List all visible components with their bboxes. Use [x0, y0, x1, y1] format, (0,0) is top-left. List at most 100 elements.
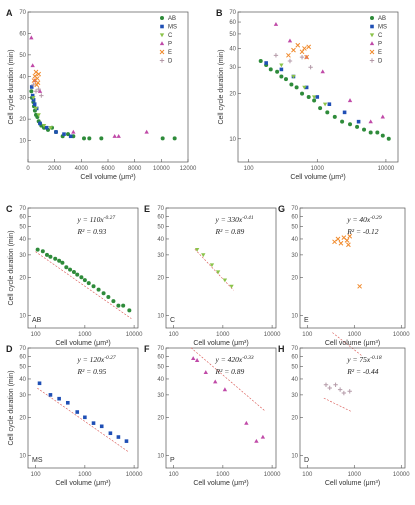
fit-equation: y = 110x-0.27 — [77, 215, 116, 224]
x-axis-label: Cell volume (μm³) — [80, 174, 135, 181]
y-tick-label: 20 — [157, 275, 164, 281]
data-point-ms — [342, 110, 347, 115]
legend-marker-p — [369, 41, 375, 46]
data-point-ab — [101, 291, 106, 296]
data-point-c — [215, 270, 221, 275]
data-point-ab — [368, 130, 373, 135]
fit-r-squared: R² = -0.44 — [346, 367, 379, 376]
panel-letter: E — [144, 204, 150, 214]
data-point-ab — [172, 136, 177, 141]
data-point-e — [286, 52, 291, 58]
y-tick-label: 70 — [291, 346, 298, 352]
data-point-p — [273, 21, 279, 26]
data-point-ab — [53, 256, 58, 261]
data-point-c — [279, 63, 284, 68]
data-point-ab — [300, 91, 305, 96]
panel-h: 10 20 30 40 50 60 70 100 1000 10000 Cell volume (μ… — [278, 344, 410, 487]
fit-line — [37, 387, 129, 453]
y-tick-label: 60 — [291, 355, 298, 361]
fit-line — [35, 251, 132, 319]
x-axis-label: Cell volume (μm³) — [290, 174, 345, 181]
y-axis-label: Cell cycle duration (min) — [218, 49, 225, 124]
legend-marker-ab — [160, 16, 164, 20]
data-point-p — [29, 35, 34, 40]
data-point-p — [213, 379, 218, 384]
plot-frame — [27, 347, 139, 469]
y-tick-label: 60 — [291, 215, 298, 221]
data-point-ms — [54, 130, 58, 134]
x-tick-label: 1000 — [78, 332, 92, 338]
data-point-c — [194, 248, 200, 252]
data-point-ms — [29, 85, 34, 89]
data-point-e — [304, 54, 309, 60]
data-point-ms — [38, 121, 42, 126]
legend-marker-c — [369, 33, 375, 38]
y-tick-label: 30 — [19, 96, 26, 102]
data-point-p — [203, 370, 208, 375]
data-point-ms — [31, 98, 36, 102]
x-tick-label: 10000 — [153, 166, 170, 172]
panel-letter: D — [6, 344, 13, 354]
y-tick-label: 70 — [229, 10, 236, 16]
data-point-d — [287, 58, 293, 64]
y-tick-label: 50 — [157, 365, 164, 371]
data-point-ab — [29, 89, 34, 94]
y-tick-label: 30 — [291, 253, 298, 259]
data-point-ab — [91, 284, 96, 289]
data-point-p — [380, 114, 385, 119]
fit-equation: y = 120x-0.27 — [77, 355, 116, 364]
data-point-ms — [99, 424, 104, 429]
y-tick-label: 20 — [229, 92, 236, 98]
y-tick-label: 30 — [229, 65, 236, 71]
data-point-ab — [44, 252, 49, 257]
legend-label: MS — [378, 25, 387, 31]
data-point-c — [311, 95, 317, 100]
data-point-e — [335, 236, 341, 242]
legend-label: AB — [378, 16, 386, 22]
x-tick-label: 1000 — [348, 472, 362, 478]
data-point-c — [41, 123, 47, 128]
data-point-ab — [283, 77, 288, 82]
y-tick-label: 20 — [291, 415, 298, 421]
data-point-d — [36, 86, 41, 92]
data-point-ab — [332, 114, 337, 119]
data-point-ms — [48, 393, 53, 397]
cell-type-label: MS — [32, 457, 43, 464]
x-tick-label: 10000 — [264, 332, 281, 338]
panel-e: 10 20 30 40 50 60 70 100 1000 10000 Cell volume (μ… — [144, 204, 281, 347]
data-point-ab — [318, 106, 323, 111]
y-tick-label: 10 — [291, 454, 298, 460]
y-tick-label: 10 — [19, 139, 26, 145]
data-point-ab — [258, 58, 263, 63]
x-tick-label: 12000 — [180, 166, 197, 172]
legend-label: AB — [168, 16, 176, 22]
data-point-ab — [312, 98, 317, 103]
data-point-p — [112, 133, 117, 138]
y-tick-label: 30 — [157, 393, 164, 399]
data-point-ms — [304, 85, 309, 90]
y-tick-label: 10 — [157, 314, 164, 320]
y-tick-label: 20 — [291, 275, 298, 281]
legend-marker-ab — [370, 16, 374, 20]
fit-line — [190, 347, 266, 412]
data-point-e — [35, 80, 41, 86]
y-tick-label: 60 — [157, 355, 164, 361]
fit-equation: y = 40x-0.29 — [346, 215, 382, 224]
data-point-ab — [96, 287, 101, 292]
panel-g: 10 20 30 40 50 60 70 100 1000 10000 Cell volume (μ… — [278, 204, 410, 356]
data-point-p — [347, 98, 353, 103]
fit-r-squared: R² = 0.89 — [215, 227, 245, 236]
panel-letter: G — [278, 204, 285, 214]
data-point-c — [36, 113, 41, 118]
data-point-ms — [315, 95, 320, 99]
plot-frame — [237, 11, 399, 163]
data-point-ab — [79, 275, 84, 280]
y-tick-label: 30 — [19, 393, 26, 399]
x-tick-label: 1000 — [78, 472, 92, 478]
x-axis-label: Cell volume (μm³) — [55, 340, 110, 347]
data-point-ms — [44, 125, 49, 130]
panel-letter: H — [278, 344, 285, 354]
data-point-ab — [121, 303, 126, 308]
fit-r-squared: R² = 0.95 — [77, 367, 107, 376]
data-point-ab — [40, 249, 45, 254]
